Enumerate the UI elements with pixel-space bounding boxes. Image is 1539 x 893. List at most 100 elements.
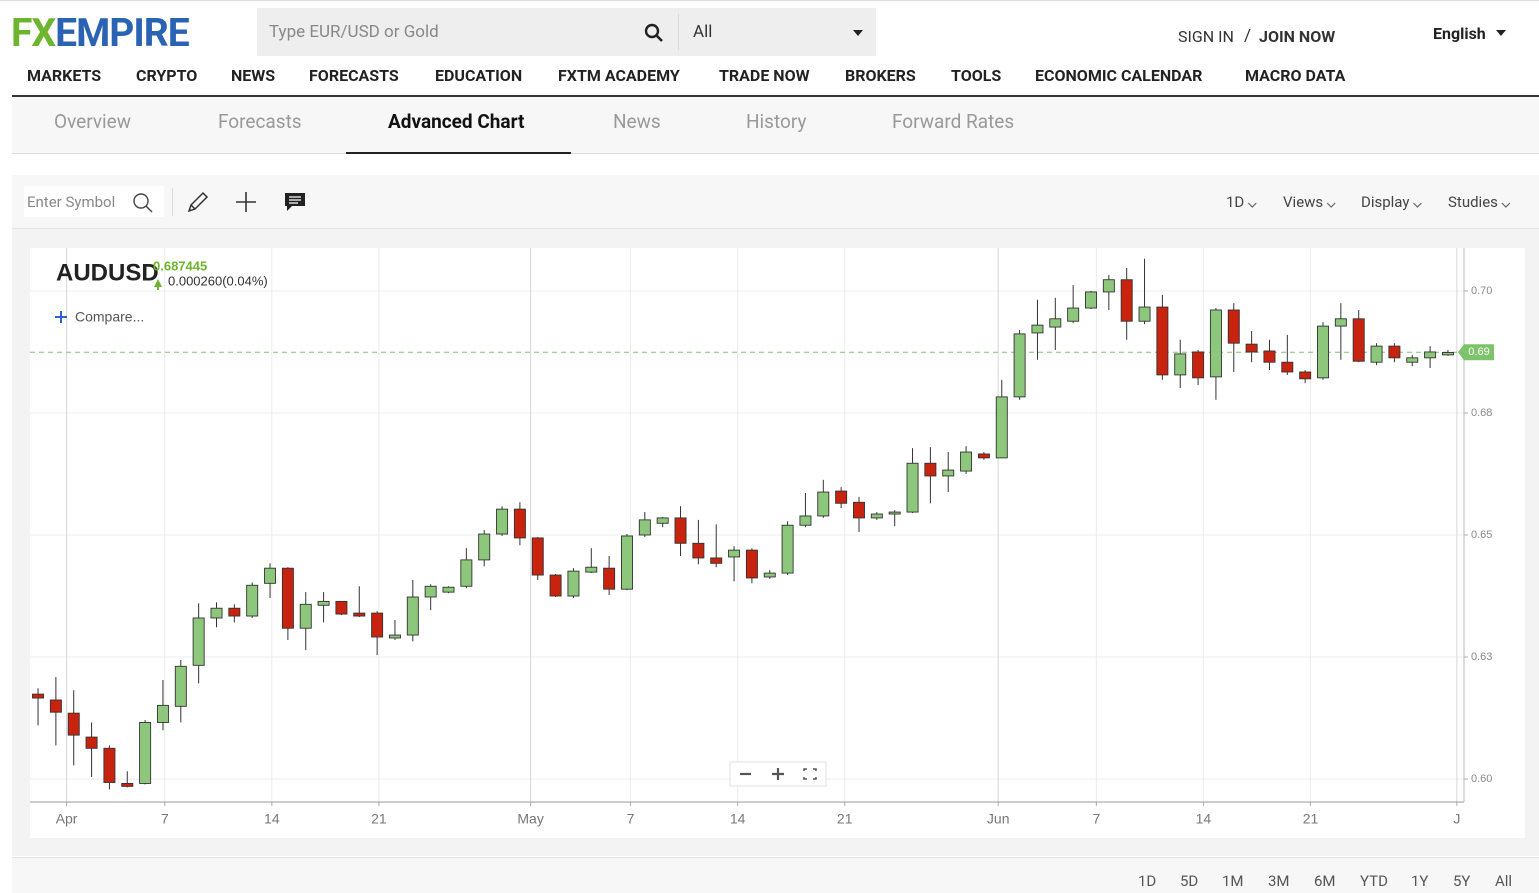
search-box[interactable] — [257, 8, 876, 56]
candle-body — [888, 511, 901, 515]
candle-body — [620, 535, 633, 590]
candle-body — [85, 736, 98, 749]
tab[interactable]: Advanced Chart — [388, 110, 525, 133]
candle-body — [317, 600, 330, 606]
candle-body — [49, 699, 62, 713]
candle — [1352, 309, 1365, 363]
up-arrow-icon — [154, 279, 162, 290]
range-button[interactable]: 1Y — [1411, 872, 1429, 890]
candle — [1049, 297, 1062, 351]
range-button[interactable]: All — [1495, 872, 1513, 890]
candle-body — [1388, 345, 1401, 359]
nav-item[interactable]: TOOLS — [951, 66, 1002, 85]
candle-body — [1227, 309, 1240, 344]
nav-item[interactable]: BROKERS — [845, 66, 916, 85]
toolbar-menu[interactable]: Studies — [1448, 193, 1498, 211]
candle — [281, 567, 294, 640]
toolbar-menu[interactable]: Views — [1283, 193, 1324, 211]
search-icon[interactable] — [644, 23, 664, 43]
tab-bar — [12, 97, 1539, 153]
tab-border — [12, 153, 1539, 154]
range-button[interactable]: 5Y — [1453, 872, 1471, 890]
range-button[interactable]: 6M — [1314, 872, 1336, 890]
logo[interactable]: FXEMPIRE — [11, 10, 190, 56]
candle-body — [32, 693, 45, 699]
toolbar-menu[interactable]: Display — [1361, 193, 1410, 211]
draw-tool-icon[interactable] — [186, 190, 210, 214]
y-tick-label: 0.60 — [1471, 773, 1492, 785]
candle — [406, 579, 419, 642]
candle-body — [210, 607, 223, 619]
candle-body — [1441, 352, 1454, 356]
candle — [371, 611, 384, 656]
candle — [513, 502, 526, 546]
candle-body — [1013, 333, 1026, 398]
tab[interactable]: History — [746, 110, 807, 133]
candle — [246, 582, 259, 618]
range-button[interactable]: 1D — [1138, 872, 1157, 890]
candle — [139, 719, 152, 785]
candle-body — [1317, 325, 1329, 379]
candle — [442, 586, 455, 594]
candle-body — [513, 508, 526, 539]
symbol-search-icon[interactable] — [132, 192, 154, 214]
candle — [692, 519, 705, 565]
candle — [424, 584, 437, 611]
candle-body — [1174, 353, 1187, 376]
candle-body — [103, 747, 116, 783]
nav-item[interactable]: EDUCATION — [435, 66, 523, 85]
candle — [1067, 285, 1080, 324]
tab[interactable]: Forecasts — [218, 110, 302, 133]
range-button[interactable]: 1M — [1222, 872, 1244, 890]
range-button[interactable]: YTD — [1360, 872, 1388, 890]
candle — [1245, 330, 1258, 363]
fullscreen-button[interactable] — [803, 768, 817, 780]
toolbar-menu[interactable]: 1D — [1226, 193, 1245, 211]
zoom-in-button[interactable] — [772, 768, 784, 780]
nav-item[interactable]: NEWS — [231, 66, 276, 85]
nav-item[interactable]: MARKETS — [27, 66, 102, 85]
candle-body — [1156, 306, 1169, 376]
crosshair-icon[interactable] — [235, 191, 257, 213]
language-caret — [1496, 30, 1506, 36]
nav-item[interactable]: FORECASTS — [309, 66, 399, 85]
candle — [1317, 322, 1329, 380]
tab[interactable]: Overview — [54, 110, 132, 133]
candle-body — [496, 508, 509, 535]
candle — [1013, 330, 1026, 400]
range-button[interactable]: 3M — [1268, 872, 1290, 890]
candle-body — [264, 567, 277, 584]
search-scope[interactable]: All — [693, 22, 713, 42]
candle — [478, 530, 491, 567]
candle-body — [174, 665, 187, 707]
sign-in[interactable]: SIGN IN — [1178, 27, 1234, 46]
tab[interactable]: News — [613, 110, 661, 133]
nav-item[interactable]: CRYPTO — [136, 66, 198, 85]
nav-item[interactable]: TRADE NOW — [719, 66, 810, 85]
candle — [174, 659, 187, 723]
nav-item[interactable]: ECONOMIC CALENDAR — [1035, 66, 1203, 85]
x-tick-label: 14 — [730, 811, 746, 827]
symbol-input[interactable] — [24, 186, 164, 217]
y-tick-label: 0.65 — [1471, 529, 1492, 541]
language[interactable]: English — [1433, 24, 1486, 43]
candle — [799, 493, 812, 528]
candle — [674, 506, 687, 556]
nav-item[interactable]: FXTM ACADEMY — [558, 66, 680, 85]
menu-chevron — [1247, 202, 1257, 208]
price-tag — [1458, 344, 1494, 361]
candle-body — [299, 603, 312, 629]
tab[interactable]: Forward Rates — [892, 110, 1015, 133]
compare-link[interactable]: Compare... — [75, 309, 144, 325]
candle — [1281, 334, 1294, 375]
candle-body — [1138, 306, 1151, 322]
candle — [1227, 303, 1240, 372]
candle-body — [442, 586, 455, 593]
comment-icon[interactable] — [284, 192, 306, 212]
range-button[interactable]: 5D — [1180, 872, 1199, 890]
compare-plus-icon[interactable] — [55, 311, 67, 323]
nav-item[interactable]: MACRO DATA — [1245, 66, 1346, 85]
join-now[interactable]: JOIN NOW — [1259, 27, 1336, 46]
candle-body — [924, 462, 937, 477]
candle — [1209, 308, 1222, 400]
